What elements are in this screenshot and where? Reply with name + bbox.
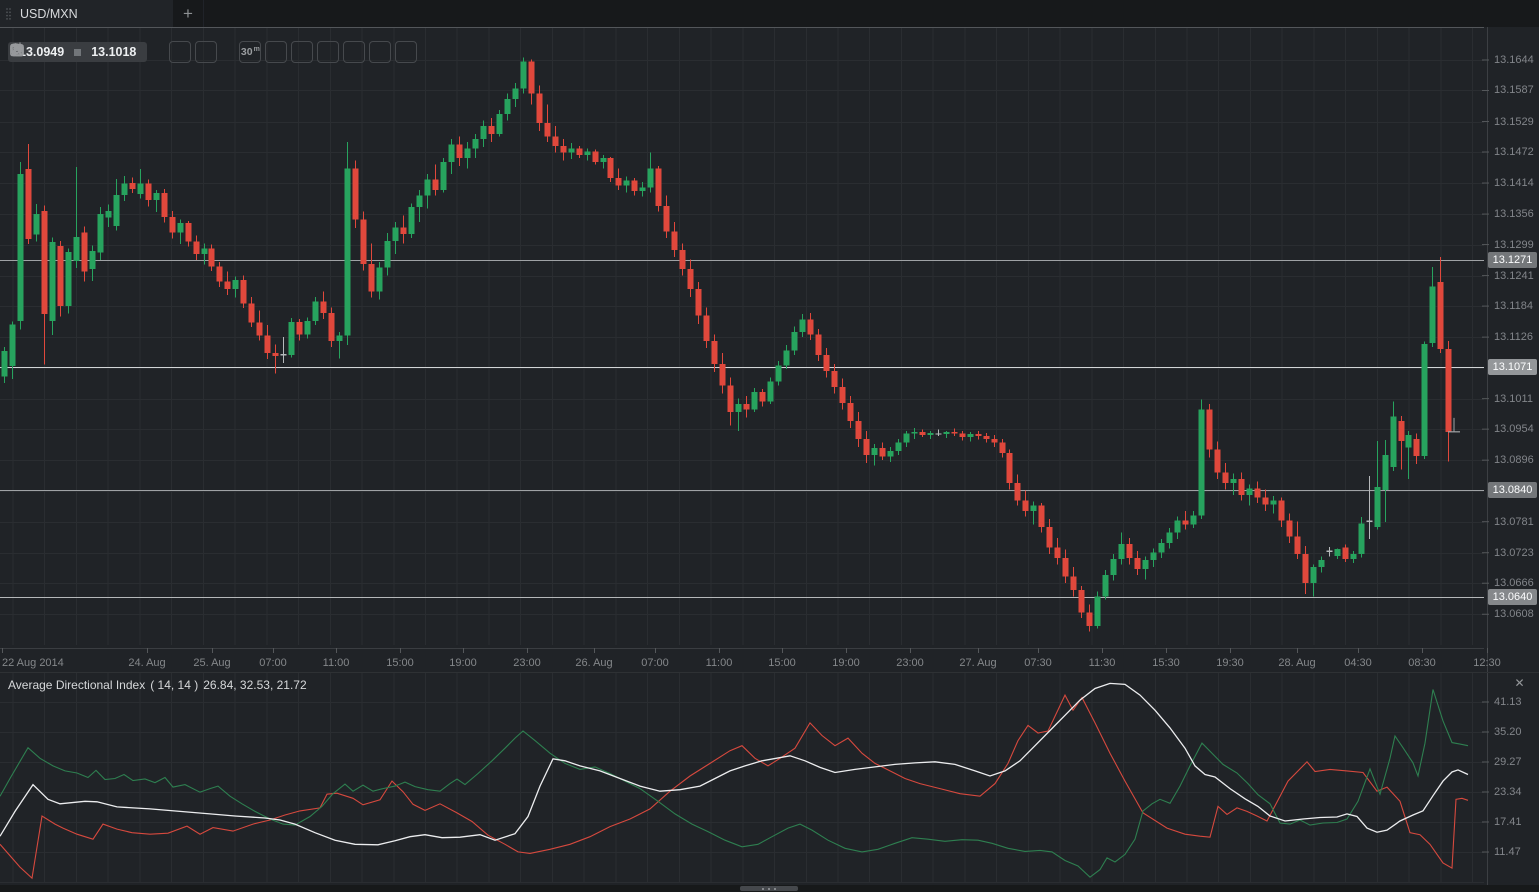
indicator-tick-label: 35.20 xyxy=(1494,725,1522,738)
panel-resize-handle[interactable] xyxy=(740,886,798,891)
timeframe-unit: m xyxy=(253,45,260,53)
time-tick-label: 22 Aug 2014 xyxy=(2,657,64,669)
chart-toolbar: 13.0949 13.1018 30 m xyxy=(8,41,418,63)
time-tick-label: 27. Aug xyxy=(959,657,997,669)
price-tick-label: 13.0608 xyxy=(1494,608,1534,621)
price-tick-label: 13.0723 xyxy=(1494,546,1534,559)
chart-type-button[interactable] xyxy=(11,41,288,63)
price-tick-label: 13.1011 xyxy=(1494,392,1533,405)
indicator-tick-label: 11.47 xyxy=(1494,846,1521,859)
ask-price: 13.1018 xyxy=(91,45,137,59)
indicator-tick-label: 29.27 xyxy=(1494,755,1522,768)
edit-annotations-button[interactable] xyxy=(10,41,392,63)
indicator-name: Average Directional Index xyxy=(8,678,146,692)
time-tick-label: 11:00 xyxy=(705,657,733,669)
close-icon: ✕ xyxy=(1514,676,1525,690)
time-tick-label: 07:00 xyxy=(641,657,669,669)
indicator-tick-label: 41.13 xyxy=(1494,696,1522,708)
time-tick-label: 15:30 xyxy=(1152,657,1180,669)
time-tick-label: 15:00 xyxy=(386,657,414,669)
price-tick-label: 13.1587 xyxy=(1494,84,1534,97)
indicator-line-+DI xyxy=(0,689,1469,878)
time-tick-label: 15:00 xyxy=(768,657,796,669)
price-line-badge: 13.1071 xyxy=(1488,358,1537,375)
spread-separator-icon xyxy=(74,48,82,56)
candles xyxy=(1,57,1452,632)
price-tick-label: 13.1241 xyxy=(1494,269,1534,282)
price-tick-label: 13.1356 xyxy=(1494,208,1534,221)
price-tick-label: 13.0896 xyxy=(1494,454,1534,467)
timeframe-label: 30 xyxy=(240,46,253,58)
time-tick-label: 12:30 xyxy=(1473,657,1501,669)
indicator-tick-label: 23.34 xyxy=(1494,785,1522,798)
indicator-values: 26.84, 32.53, 21.72 xyxy=(203,678,307,692)
price-tick-label: 13.1472 xyxy=(1494,146,1534,159)
price-alert-lines xyxy=(0,260,1484,598)
price-line-badge: 13.0840 xyxy=(1488,482,1537,499)
duplicate-layers-button[interactable] xyxy=(10,41,366,63)
time-tick-label: 19:30 xyxy=(1216,657,1244,669)
indicator-params: ( 14, 14 ) xyxy=(150,678,199,692)
price-tick-label: 13.1414 xyxy=(1494,177,1534,190)
time-tick-label: 23:00 xyxy=(896,657,924,669)
indicator-settings-button[interactable] xyxy=(11,41,314,63)
new-tab-button[interactable]: + xyxy=(173,0,204,27)
time-tick-label: 19:00 xyxy=(832,657,860,669)
timeframe-button[interactable]: 30 m xyxy=(239,41,262,63)
price-display: 13.0949 13.1018 xyxy=(8,42,148,62)
price-tick-label: 13.1299 xyxy=(1494,238,1534,251)
candlestick-canvas[interactable] xyxy=(0,27,1539,672)
price-tick-label: 13.1644 xyxy=(1494,54,1534,66)
indicator-panel: Average Directional Index ( 14, 14 ) 26.… xyxy=(0,672,1539,885)
indicator-line--DI xyxy=(0,693,1469,880)
price-tick-label: 13.1126 xyxy=(1494,331,1533,344)
price-tick-label: 13.0954 xyxy=(1494,423,1534,436)
indicator-close-button[interactable]: ✕ xyxy=(1511,675,1528,691)
price-tick-label: 13.1184 xyxy=(1494,300,1533,313)
time-tick-label: 07:30 xyxy=(1024,657,1052,669)
chart-window-button[interactable] xyxy=(10,41,340,63)
tab-label: USD/MXN xyxy=(20,6,78,21)
bottom-resize-bar xyxy=(0,885,1539,892)
time-tick-label: 26. Aug xyxy=(575,657,613,669)
tab-bar: USD/MXN + xyxy=(0,0,1539,27)
price-tick-label: 13.0666 xyxy=(1494,577,1534,590)
time-tick-label: 11:30 xyxy=(1088,657,1116,669)
time-tick-label: 08:30 xyxy=(1408,657,1436,669)
indicator-title: Average Directional Index ( 14, 14 ) 26.… xyxy=(8,678,307,692)
indicator-grid xyxy=(0,673,1484,883)
draw-pen-button[interactable] xyxy=(11,41,418,63)
time-tick-label: 11:00 xyxy=(322,657,350,669)
tab-drag-handle-icon xyxy=(5,7,12,21)
time-tick-label: 19:00 xyxy=(449,657,477,669)
main-grid xyxy=(0,27,1484,645)
price-tick-label: 13.0781 xyxy=(1494,515,1534,528)
indicator-line-ADX xyxy=(0,682,1469,846)
indicator-canvas[interactable] xyxy=(0,673,1539,885)
price-line-badge: 13.1271 xyxy=(1488,251,1537,268)
tab-usdmxn[interactable]: USD/MXN xyxy=(0,0,173,27)
time-tick-label: 23:00 xyxy=(513,657,541,669)
price-chart-panel: 13.0949 13.1018 30 m xyxy=(0,27,1539,672)
time-tick-label: 25. Aug xyxy=(193,657,231,669)
zoom-in-button[interactable] xyxy=(10,41,218,63)
time-tick-label: 28. Aug xyxy=(1278,657,1316,669)
time-tick-label: 07:00 xyxy=(259,657,287,669)
bid-price: 13.0949 xyxy=(19,45,65,59)
time-tick-label: 04:30 xyxy=(1344,657,1372,669)
zoom-out-button[interactable] xyxy=(10,41,192,63)
last-price-marker xyxy=(1448,417,1460,433)
price-tick-label: 13.1529 xyxy=(1494,115,1534,128)
price-line-badge: 13.0640 xyxy=(1488,589,1537,606)
time-tick-label: 24. Aug xyxy=(128,657,166,669)
indicator-tick-label: 17.41 xyxy=(1494,815,1522,828)
